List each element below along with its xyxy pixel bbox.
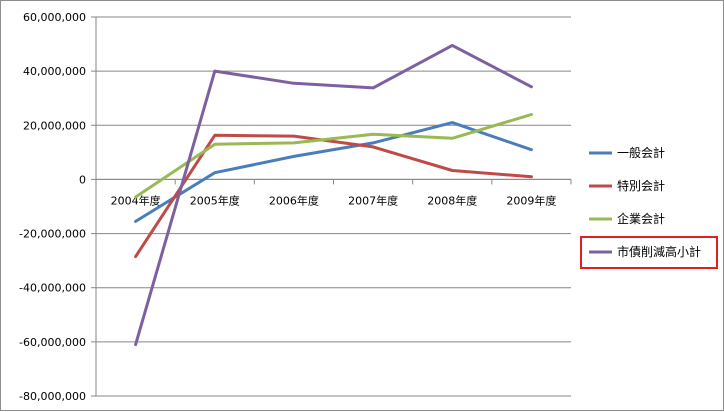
- legend-label: 特別会計: [617, 178, 665, 193]
- x-tick-label: 2006年度: [269, 193, 319, 207]
- legend-label: 企業会計: [617, 211, 665, 226]
- axes: [91, 16, 572, 397]
- y-tick-label: 60,000,000: [23, 11, 86, 24]
- legend-highlight-box: [580, 236, 718, 269]
- y-tick-label: 0: [79, 173, 86, 186]
- x-tick-label: 2009年度: [506, 193, 556, 207]
- x-tick-label: 2004年度: [111, 193, 161, 207]
- x-tick-label: 2008年度: [427, 193, 477, 207]
- x-tick-label: 2007年度: [348, 193, 398, 207]
- y-tick-label: -60,000,000: [19, 336, 86, 349]
- legend-label: 市債削減高小計: [617, 244, 701, 259]
- legend-label: 一般会計: [617, 145, 665, 160]
- y-tick-label: 20,000,000: [23, 119, 86, 132]
- series-line: [134, 121, 533, 223]
- series-line: [134, 43, 533, 347]
- series-line: [134, 113, 533, 199]
- y-axis-tick-labels: 60,000,000 40,000,000 20,000,000 0 -20,000,0…: [19, 11, 86, 403]
- y-tick-label: 40,000,000: [23, 65, 86, 78]
- y-tick-label: -40,000,000: [19, 282, 86, 295]
- y-tick-label: -80,000,000: [19, 390, 86, 403]
- series-lines: [134, 43, 533, 347]
- series-line: [134, 133, 533, 259]
- y-tick-label: -20,000,000: [19, 228, 86, 241]
- x-axis-tick-labels: 2004年度 2005年度 2006年度 2007年度 2008年度 2009年度: [111, 193, 557, 207]
- x-tick-label: 2005年度: [190, 193, 240, 207]
